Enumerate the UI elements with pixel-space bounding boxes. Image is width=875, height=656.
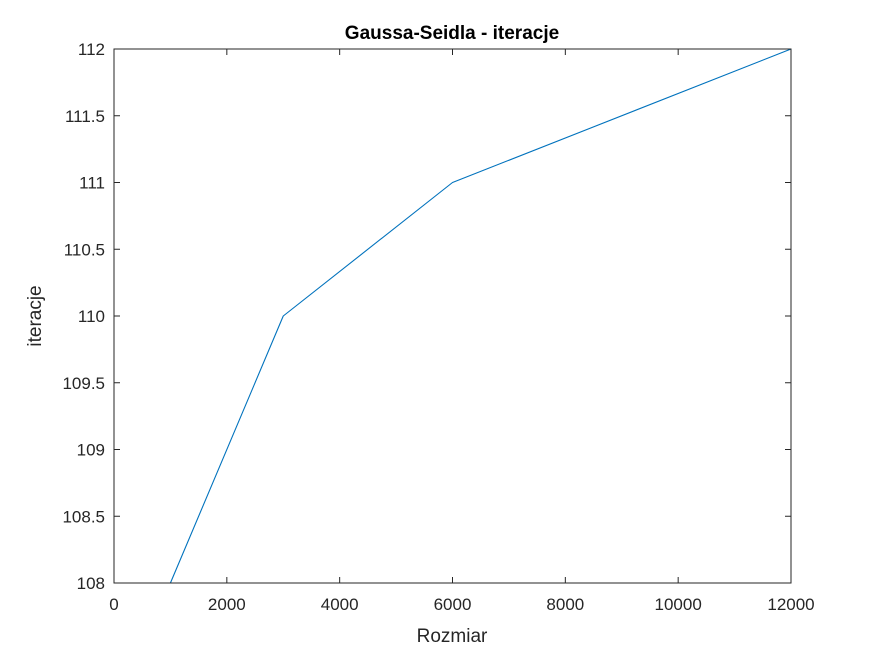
y-tick-label: 108	[77, 574, 105, 593]
y-tick-label: 112	[78, 40, 105, 59]
y-tick-label: 111	[79, 174, 105, 193]
chart-title: Gaussa-Seidla - iteracje	[345, 23, 559, 44]
y-axis-label: iteracje	[25, 285, 46, 346]
x-tick-label: 10000	[655, 595, 702, 614]
y-tick-label: 108.5	[62, 507, 105, 526]
x-tick-label: 12000	[767, 595, 814, 614]
y-tick-label: 109	[77, 441, 105, 460]
x-tick-label: 0	[109, 595, 118, 614]
y-tick-label: 111.5	[65, 107, 105, 126]
x-axis-label: Rozmiar	[417, 626, 488, 647]
y-tick-label: 110	[78, 307, 105, 326]
tick-layer: 0 2000 4000 6000 8000 10000 12000 108 108.5 109 10…	[62, 40, 814, 614]
plot-area	[114, 49, 791, 583]
y-tick-label: 110.5	[64, 240, 105, 259]
y-tick-label: 109.5	[62, 374, 105, 393]
x-tick-label: 6000	[434, 595, 472, 614]
x-tick-label: 8000	[546, 595, 584, 614]
x-tick-label: 2000	[208, 595, 246, 614]
x-tick-label: 4000	[321, 595, 359, 614]
